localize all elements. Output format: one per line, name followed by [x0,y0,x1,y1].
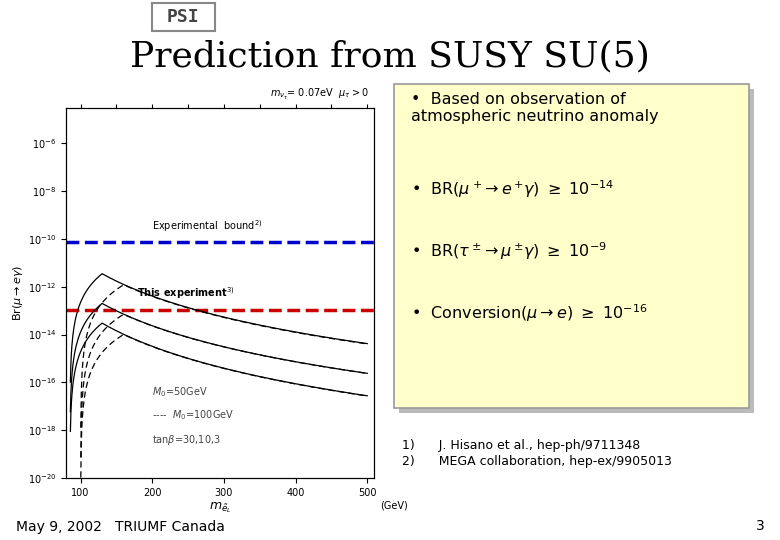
Text: •  BR($\mu^+\!\to e^+\!\gamma$) $\geq$ 10$^{-14}$: • BR($\mu^+\!\to e^+\!\gamma$) $\geq$ 10… [411,178,615,200]
Text: 2)      MEGA collaboration, hep-ex/9905013: 2) MEGA collaboration, hep-ex/9905013 [402,455,672,468]
Text: PSI: PSI [167,8,200,26]
Text: •  Based on observation of
atmospheric neutrino anomaly: • Based on observation of atmospheric ne… [411,92,658,124]
Text: May 9, 2002   TRIUMF Canada: May 9, 2002 TRIUMF Canada [16,519,225,534]
Text: Prediction from SUSY SU(5): Prediction from SUSY SU(5) [130,40,650,73]
Text: 3: 3 [756,519,764,534]
Text: ----  $M_0$=100GeV: ---- $M_0$=100GeV [152,409,235,422]
X-axis label: $m_{\tilde{e}_L}$: $m_{\tilde{e}_L}$ [209,501,232,515]
Text: $m_{\nu_\tau}$= 0.07eV  $\mu_\tau>0$: $m_{\nu_\tau}$= 0.07eV $\mu_\tau>0$ [270,87,368,103]
Text: Experimental  bound$^{2)}$: Experimental bound$^{2)}$ [152,218,263,234]
Text: •  BR($\tau^\pm\!\to \mu^\pm\!\gamma$) $\geq$ 10$^{-9}$: • BR($\tau^\pm\!\to \mu^\pm\!\gamma$) $\… [411,240,607,262]
Text: This experiment$^{3)}$: This experiment$^{3)}$ [136,286,234,301]
Text: $M_0$=50GeV: $M_0$=50GeV [152,385,208,399]
Text: 1)      J. Hisano et al., hep-ph/9711348: 1) J. Hisano et al., hep-ph/9711348 [402,439,640,452]
Text: tan$\beta$=30,10,3: tan$\beta$=30,10,3 [152,433,221,447]
Y-axis label: Br($\mu \rightarrow e\gamma$): Br($\mu \rightarrow e\gamma$) [11,265,25,321]
Text: •  Conversion($\mu\to e$) $\geq$ 10$^{-16}$: • Conversion($\mu\to e$) $\geq$ 10$^{-16… [411,302,647,324]
Text: (GeV): (GeV) [381,500,408,510]
